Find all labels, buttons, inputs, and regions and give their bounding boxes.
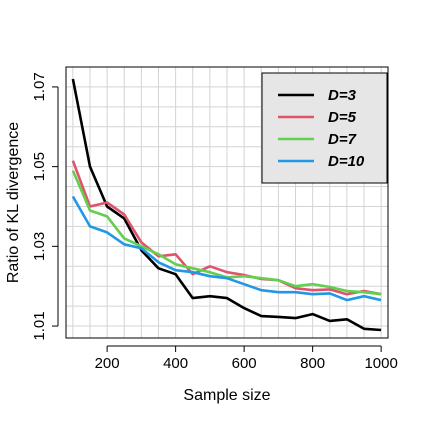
y-tick-label: 1.05: [31, 152, 48, 181]
series-line-d5: [71, 160, 382, 296]
x-tick-label: 400: [163, 355, 188, 372]
legend-label-d7: D=7: [328, 131, 357, 148]
x-tick-label: 800: [300, 355, 325, 372]
x-tick-label: 200: [95, 355, 120, 372]
x-axis-title: Sample size: [183, 387, 270, 404]
legend-label-d3: D=3: [328, 87, 357, 104]
series-lines: [71, 78, 382, 332]
x-tick-label: 600: [232, 355, 257, 372]
legend-label-d5: D=5: [328, 109, 357, 126]
series-line-d10: [71, 195, 382, 302]
y-axis-title: Ratio of KL divergence: [5, 122, 22, 283]
x-tick-label: 1000: [364, 355, 397, 372]
legend-label-d10: D=10: [328, 153, 365, 170]
legend-box: [261, 72, 388, 184]
y-tick-label: 1.03: [31, 232, 48, 261]
plot-frame: [65, 66, 389, 339]
series-line-d3: [71, 78, 382, 332]
y-tick-label: 1.01: [31, 311, 48, 340]
y-axis: 1.01 1.03 1.05 1.07: [31, 72, 59, 341]
x-axis: 200 400 600 800 1000: [95, 345, 398, 372]
y-tick-label: 1.07: [31, 72, 48, 101]
legend: D=3 D=5 D=7 D=10: [261, 72, 388, 184]
